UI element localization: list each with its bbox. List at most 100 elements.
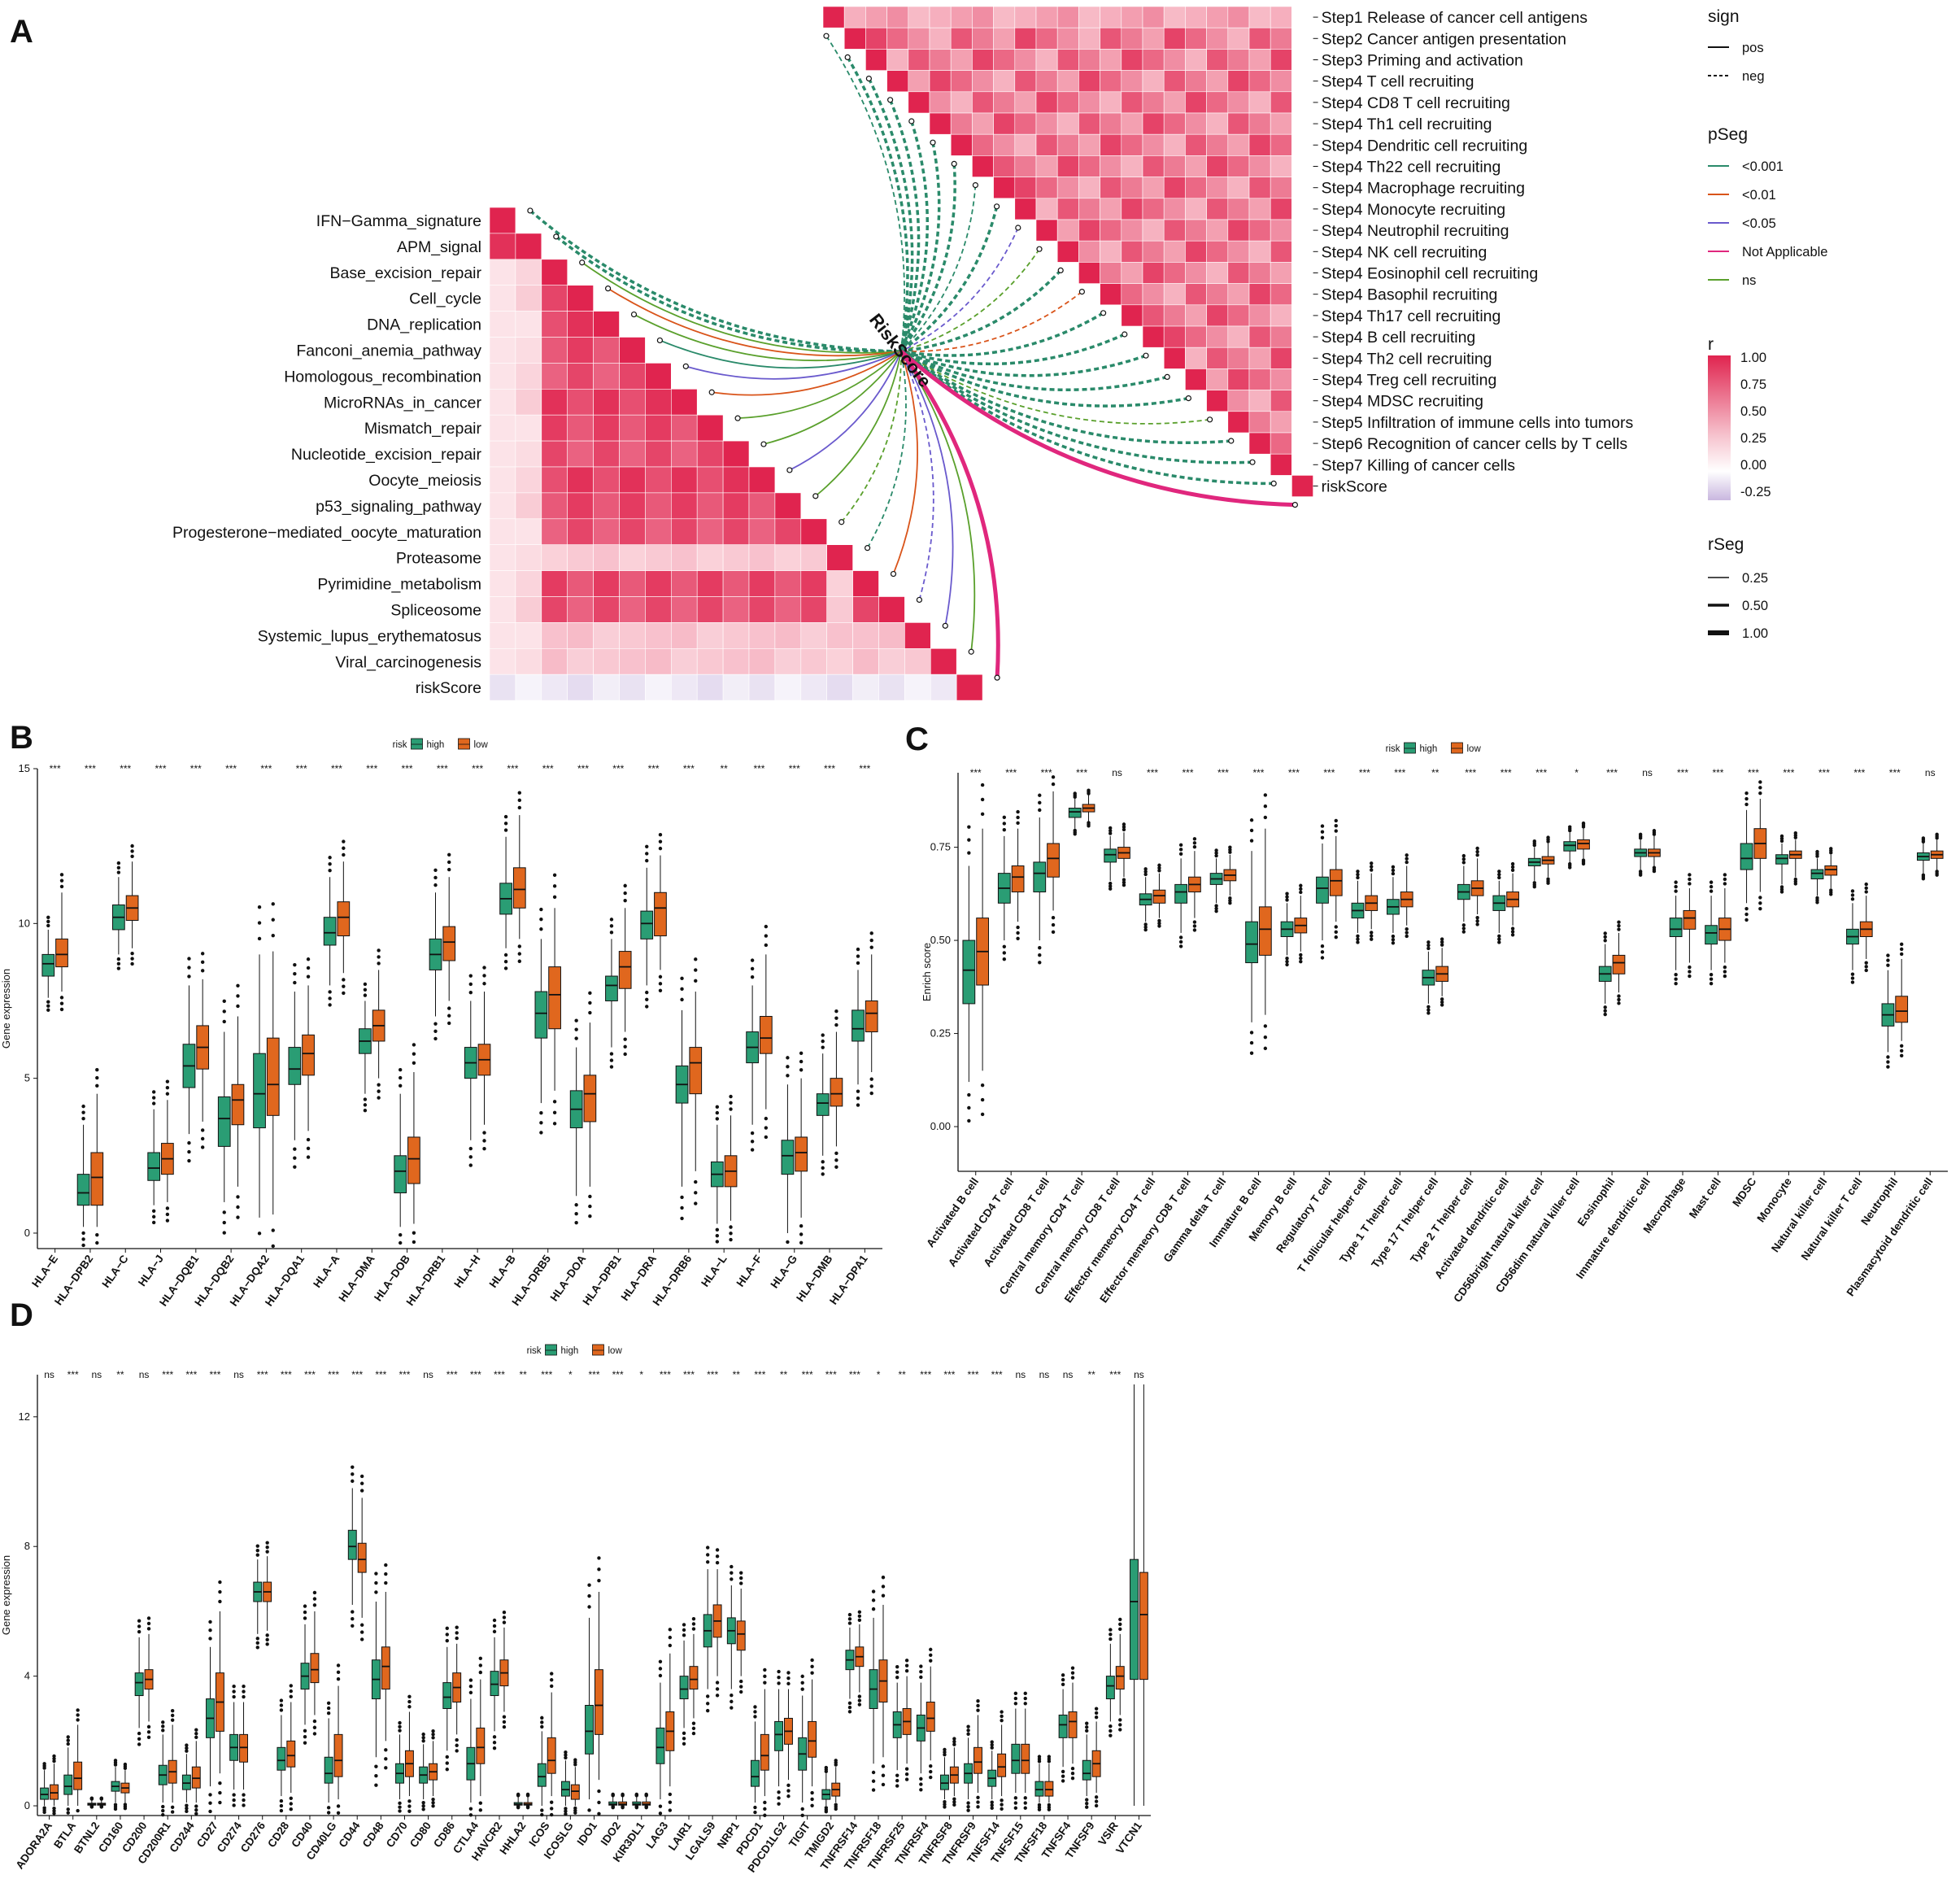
outlier: [1016, 815, 1020, 820]
outlier: [1000, 1807, 1004, 1811]
legend-sign-pos: pos: [1742, 41, 1764, 55]
box-low: [477, 966, 491, 1151]
outlier: [764, 1135, 769, 1140]
outlier: [929, 1653, 933, 1658]
heat-cell: [1248, 91, 1271, 114]
outlier: [468, 1678, 473, 1682]
outlier: [1000, 1798, 1004, 1803]
outlier: [1674, 977, 1678, 981]
significance-label: ***: [1041, 767, 1052, 778]
outlier: [116, 966, 121, 970]
box-body: [618, 951, 632, 989]
outlier: [1510, 861, 1515, 866]
outlier: [967, 1105, 971, 1110]
outlier: [764, 934, 769, 938]
right-row-label: Step4 Th2 cell recruiting: [1322, 350, 1492, 368]
box-low: [55, 873, 68, 1012]
right-row-labels: Step1 Release of cancer cell antigensSte…: [1313, 9, 1634, 496]
heat-cell: [1291, 6, 1313, 28]
outlier: [1899, 1048, 1904, 1053]
heat-cell: [748, 622, 776, 649]
box-low: [1930, 832, 1944, 877]
outlier: [1178, 848, 1183, 852]
outlier: [588, 991, 592, 996]
outlier: [1320, 824, 1325, 828]
outlier: [123, 1762, 128, 1767]
heat-cell: [696, 570, 724, 597]
box-high: [821, 1765, 831, 1814]
outlier: [694, 968, 698, 972]
outlier: [847, 1710, 852, 1714]
outlier: [165, 1218, 170, 1223]
outlier: [52, 1754, 56, 1759]
significance-label: ***: [399, 1369, 410, 1380]
outlier: [1228, 848, 1232, 852]
left-correlation-heatmap: [489, 207, 983, 701]
outlier: [564, 1755, 568, 1760]
box-high: [347, 1465, 357, 1628]
outlier: [170, 1713, 175, 1718]
outlier: [1850, 897, 1855, 901]
outlier: [1356, 940, 1360, 944]
heat-cell: [1270, 70, 1292, 93]
box-high: [253, 905, 266, 1236]
outlier: [412, 1043, 416, 1047]
outlier: [658, 988, 663, 992]
outlier: [540, 1808, 544, 1812]
heat-cell: [1100, 49, 1122, 71]
heat-cell: [619, 337, 646, 364]
outlier: [895, 1670, 899, 1674]
heat-cell: [1185, 304, 1207, 327]
y-tick-label: 0.00: [930, 1120, 951, 1132]
heat-cell: [1248, 6, 1271, 28]
heat-cell: [515, 466, 542, 494]
outlier: [255, 1646, 259, 1650]
outlier: [185, 1807, 189, 1811]
box-body: [585, 1705, 595, 1755]
outlier: [265, 1541, 269, 1545]
heat-cell: [1100, 133, 1122, 156]
outlier: [1935, 873, 1939, 877]
outlier: [694, 1201, 698, 1205]
y-axis-title: Enrich score: [921, 943, 933, 1001]
outlier: [564, 1809, 568, 1813]
outlier: [1061, 1673, 1065, 1677]
outlier: [904, 1659, 909, 1663]
outlier: [1157, 924, 1161, 928]
outlier: [151, 1096, 156, 1100]
heat-cell: [1291, 325, 1313, 348]
box-low: [1047, 775, 1060, 935]
heat-cell: [1163, 283, 1186, 306]
box-low: [1718, 873, 1731, 979]
box-body: [595, 1669, 603, 1735]
outlier: [1391, 934, 1396, 939]
outlier: [691, 1726, 696, 1731]
outlier: [1638, 873, 1643, 877]
heat-cell: [1270, 91, 1292, 114]
outlier: [218, 1599, 222, 1604]
box-body: [679, 1676, 689, 1700]
heat-cell: [748, 647, 776, 675]
link: [888, 99, 921, 352]
outlier: [412, 1231, 416, 1235]
outlier: [328, 862, 332, 866]
outlier: [399, 1075, 403, 1080]
outlier: [1051, 922, 1056, 927]
heat-cell: [1185, 219, 1207, 242]
outlier: [377, 961, 381, 966]
significance-label: ***: [683, 763, 695, 774]
outlier: [1334, 829, 1338, 833]
outlier: [1334, 925, 1338, 929]
outlier: [482, 1139, 486, 1143]
link: [712, 351, 902, 396]
heat-cell: [593, 492, 620, 520]
outlier: [645, 844, 649, 848]
outlier: [146, 1627, 151, 1631]
box-low: [286, 1684, 296, 1811]
outlier: [374, 1774, 378, 1778]
outlier: [161, 1729, 165, 1733]
outlier: [919, 1776, 923, 1781]
heat-cell: [1227, 177, 1250, 199]
heat-cell: [1185, 240, 1207, 263]
heat-cell: [593, 596, 620, 623]
